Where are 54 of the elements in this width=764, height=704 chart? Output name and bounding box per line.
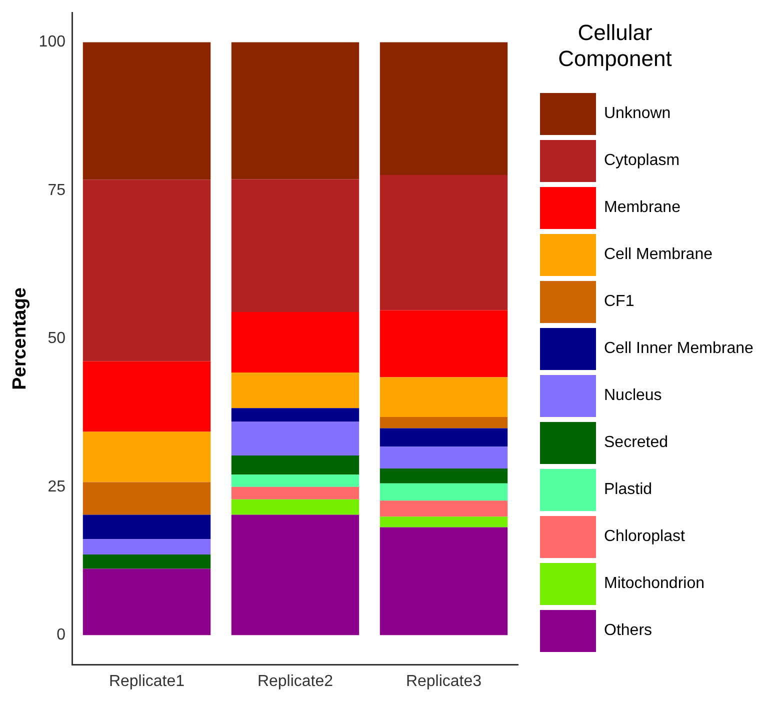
x-tick-label: Replicate2 — [257, 672, 334, 690]
bar — [380, 310, 508, 378]
bar — [231, 42, 360, 180]
bar — [380, 500, 508, 517]
bar — [380, 483, 508, 501]
legend-title: Cellular Component — [557, 20, 673, 72]
text: CF1 — [604, 292, 634, 310]
bar — [231, 372, 360, 408]
text: Mitochondrion — [604, 574, 704, 592]
text: Nucleus — [604, 386, 662, 404]
bar — [231, 408, 360, 422]
bar — [82, 42, 211, 180]
bar — [231, 486, 360, 500]
bar — [82, 539, 211, 555]
bar — [82, 482, 211, 515]
bar — [380, 377, 508, 417]
text: Cytoplasm — [604, 152, 680, 170]
bar — [231, 312, 360, 372]
bar — [231, 474, 360, 487]
text: Unknown — [604, 104, 671, 122]
bar — [82, 568, 211, 636]
text: Plastid — [604, 480, 652, 498]
x-tick-label: Replicate1 — [108, 672, 185, 690]
bar — [82, 361, 211, 432]
bar — [231, 499, 360, 515]
bar — [82, 554, 211, 569]
y-tick-label: 50 — [48, 330, 66, 348]
bar — [380, 175, 508, 310]
y-tick-label: 0 — [56, 626, 66, 644]
bar — [380, 468, 508, 484]
bar — [380, 428, 508, 447]
bar — [231, 514, 360, 636]
y-tick-label: 25 — [48, 478, 66, 496]
text: Cell Membrane — [604, 246, 712, 264]
bar — [82, 514, 211, 540]
text: Others — [604, 622, 652, 640]
bar — [380, 446, 508, 469]
bar — [380, 516, 508, 528]
bar — [380, 42, 508, 176]
y-axis-title: Percentage — [10, 287, 31, 390]
bar — [82, 180, 211, 362]
text: Secreted — [604, 434, 668, 452]
x-tick-label: Replicate3 — [406, 672, 482, 690]
bar — [231, 422, 360, 456]
text: Chloroplast — [604, 528, 685, 546]
y-tick-label: 75 — [48, 182, 66, 199]
bar — [380, 527, 508, 636]
bar — [380, 416, 508, 428]
bar — [82, 432, 211, 482]
bar — [231, 456, 360, 474]
bar — [231, 179, 360, 312]
y-tick-label: 100 — [38, 34, 66, 51]
text: Cell Inner Membrane — [604, 340, 754, 358]
text: Membrane — [604, 198, 680, 216]
